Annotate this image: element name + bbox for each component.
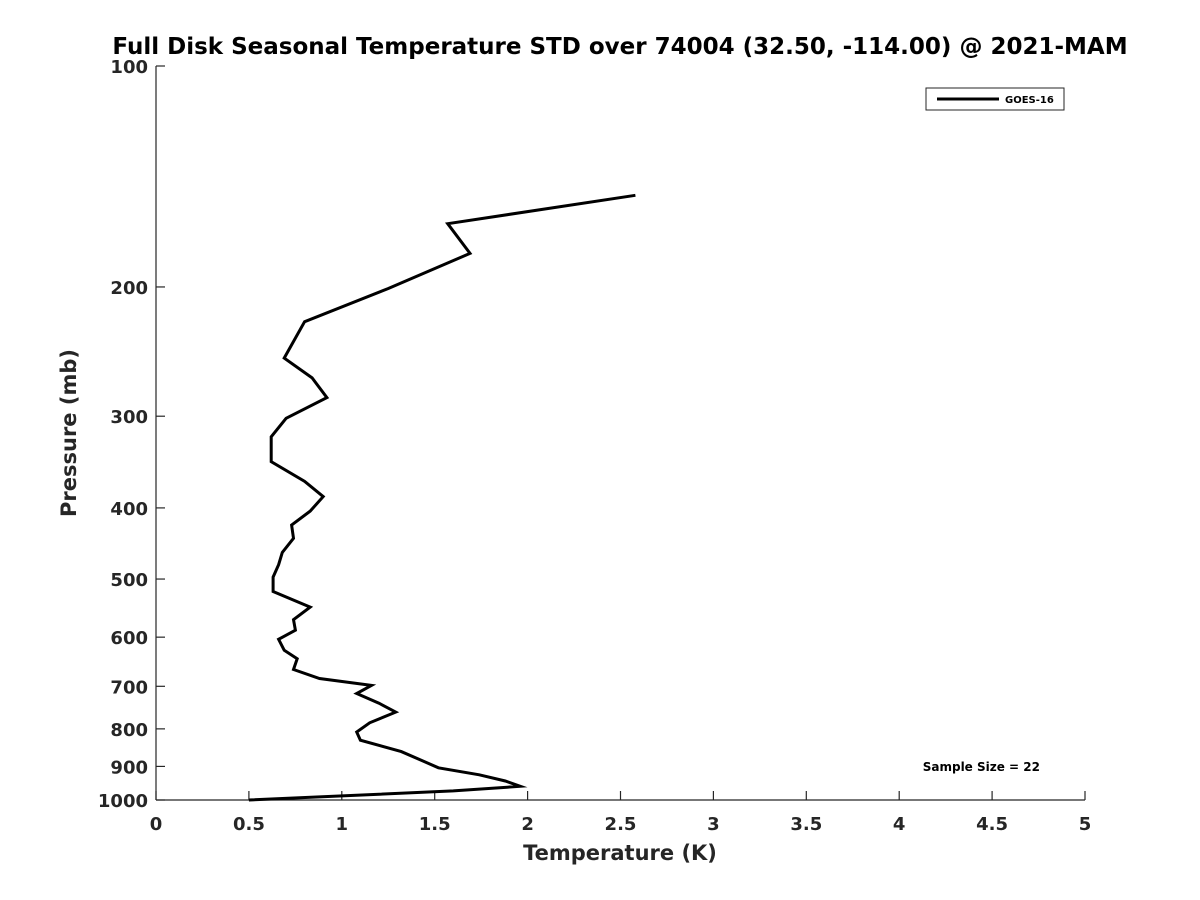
x-tick-label: 4 xyxy=(893,814,906,835)
x-tick-label: 2 xyxy=(521,814,534,835)
x-tick-label: 3 xyxy=(707,814,720,835)
x-tick-label: 1.5 xyxy=(419,814,451,835)
y-tick-label: 800 xyxy=(110,720,148,741)
y-tick-label: 700 xyxy=(110,677,148,698)
x-tick-label: 3.5 xyxy=(790,814,822,835)
y-tick-label: 300 xyxy=(110,407,148,428)
y-tick-label: 600 xyxy=(110,628,148,649)
y-tick-label: 500 xyxy=(110,570,148,591)
y-tick-label: 100 xyxy=(110,57,148,78)
chart-title: Full Disk Seasonal Temperature STD over … xyxy=(112,34,1127,60)
x-tick-label: 0 xyxy=(150,814,163,835)
x-tick-label: 0.5 xyxy=(233,814,265,835)
y-tick-label: 400 xyxy=(110,499,148,520)
sample-size-annotation: Sample Size = 22 xyxy=(923,760,1040,774)
legend-label-goes-16: GOES-16 xyxy=(1005,95,1054,106)
legend: GOES-16 xyxy=(925,87,1065,111)
x-tick-label: 1 xyxy=(336,814,349,835)
x-tick-label: 2.5 xyxy=(605,814,637,835)
y-tick-label: 900 xyxy=(110,757,148,778)
y-tick-label: 1000 xyxy=(98,791,148,812)
y-axis-label: Pressure (mb) xyxy=(57,349,81,517)
series-layer xyxy=(248,193,636,802)
y-tick-label: 200 xyxy=(110,278,148,299)
x-axis-label: Temperature (K) xyxy=(523,841,717,865)
y-axis-ticks: 100 200 300 400 500 600 700 800 900 1000 xyxy=(98,57,165,812)
x-axis-ticks: 0 0.5 1 1.5 2 2.5 3 3.5 4 4.5 5 xyxy=(150,791,1092,835)
series-line-goes-16 xyxy=(248,193,636,802)
x-tick-label: 5 xyxy=(1079,814,1092,835)
x-tick-label: 4.5 xyxy=(976,814,1008,835)
